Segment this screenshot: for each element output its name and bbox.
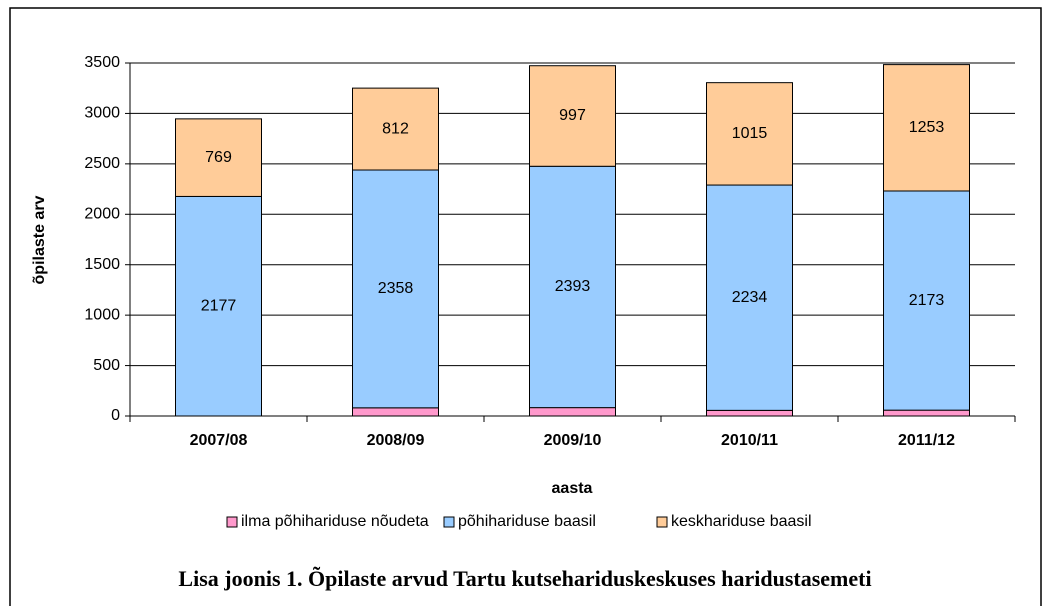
data-label: 997: [559, 107, 586, 124]
y-tick-label: 1500: [84, 256, 120, 273]
bar-segment: [706, 184, 793, 411]
data-label: 2177: [201, 297, 237, 314]
data-label: 2173: [909, 292, 945, 309]
data-label: 1253: [909, 119, 945, 136]
legend-swatch: [443, 516, 455, 528]
bar-segment: [883, 64, 970, 192]
data-label: 2234: [732, 289, 768, 306]
data-label: 2358: [378, 280, 414, 297]
bar-segment: [529, 65, 616, 167]
x-axis-title: aasta: [552, 480, 593, 497]
x-tick-label: 2007/08: [190, 432, 248, 449]
y-tick-label: 0: [111, 407, 120, 424]
y-tick-label: 2000: [84, 206, 120, 223]
bar-segment: [352, 169, 439, 409]
y-tick-label: 3500: [84, 54, 120, 71]
data-label: 2393: [555, 278, 591, 295]
data-label: 769: [205, 149, 232, 166]
caption: Lisa joonis 1. Õpilaste arvud Tartu kuts…: [178, 566, 871, 591]
legend-label: ilma põhihariduse nõudeta: [241, 513, 429, 530]
bar-segment: [883, 190, 970, 411]
x-tick-label: 2010/11: [721, 432, 778, 449]
legend-label: keskhariduse baasil: [671, 513, 812, 530]
bar-segment: [175, 195, 262, 417]
legend-label: põhihariduse baasil: [458, 513, 596, 530]
bar-segment: [352, 87, 439, 171]
legend-swatch: [226, 516, 238, 528]
legend-swatch: [656, 516, 668, 528]
y-axis-title: õpilaste arv: [31, 195, 48, 284]
data-label: 1015: [732, 125, 768, 142]
y-tick-label: 1000: [84, 306, 120, 323]
y-tick-label: 2500: [84, 155, 120, 172]
y-tick-label: 500: [93, 357, 120, 374]
x-tick-label: 2011/12: [898, 432, 955, 449]
y-tick-label: 3000: [84, 105, 120, 122]
x-tick-label: 2008/09: [367, 432, 425, 449]
x-tick-label: 2009/10: [544, 432, 602, 449]
bar-segment: [175, 118, 262, 197]
bar-segment: [706, 82, 793, 186]
data-label: 812: [382, 120, 409, 137]
bar-segment: [529, 165, 616, 409]
